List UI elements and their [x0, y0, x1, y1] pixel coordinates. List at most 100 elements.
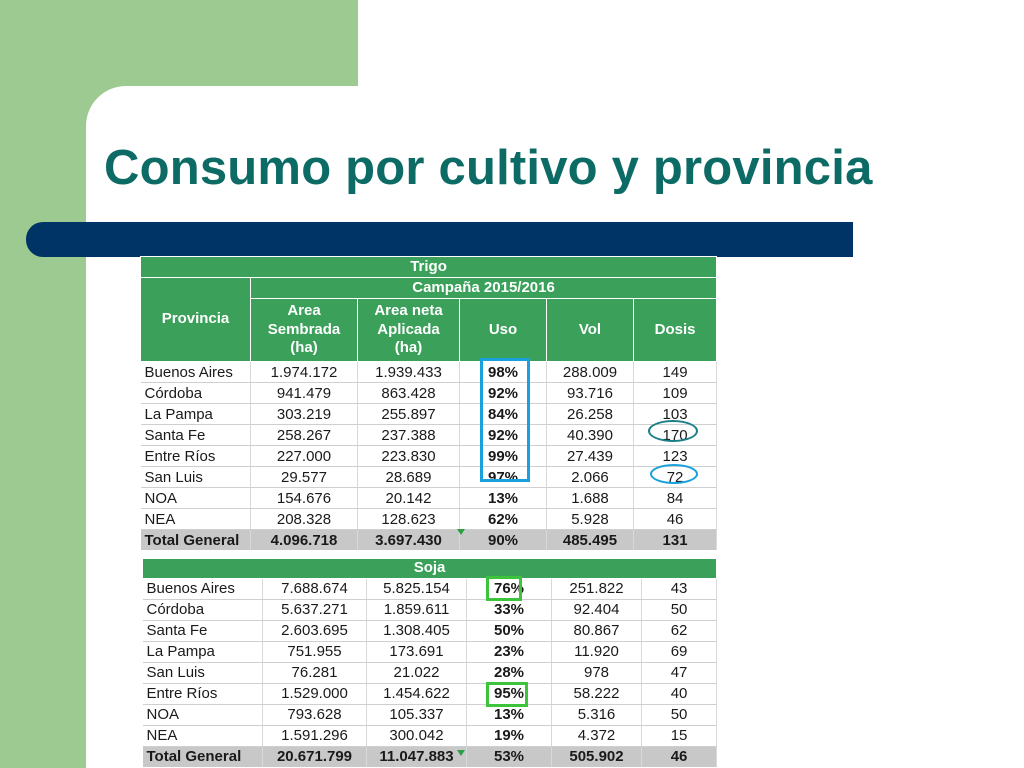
soja-uso-highlight-box-buenos-aires	[486, 576, 522, 601]
table-row: San Luis 76.281 21.022 28% 978 47	[142, 662, 718, 684]
table-cell: 223.830	[357, 445, 460, 467]
table-cell: 69	[641, 641, 718, 663]
table-row: Buenos Aires 7.688.674 5.825.154 76% 251.822…	[142, 578, 718, 600]
table-cell: 90%	[459, 529, 547, 550]
table-cell: 978	[551, 662, 642, 684]
table-cell: Total General	[142, 746, 263, 767]
trigo-title: Trigo	[139, 256, 718, 278]
table-cell: 29.577	[250, 466, 358, 488]
table-cell: 15	[641, 725, 718, 747]
table-cell: 20.671.799	[262, 746, 367, 767]
table-row: La Pampa 303.219 255.897 84% 26.258 103	[140, 403, 718, 425]
table-cell: 46	[641, 746, 718, 767]
table-cell: 62%	[459, 508, 547, 530]
trigo-campaign-header: Campaña 2015/2016	[249, 277, 718, 299]
table-cell: 28%	[466, 662, 552, 684]
title-divider-bar	[26, 222, 853, 257]
table-cell: 103	[633, 403, 718, 425]
table-row: NOA 793.628 105.337 13% 5.316 50	[142, 704, 718, 726]
trigo-dosis-highlight-oval-san-luis	[650, 464, 698, 484]
table-cell: NOA	[142, 704, 263, 726]
table-cell: La Pampa	[142, 641, 263, 663]
table-row: Entre Ríos 227.000 223.830 99% 27.439 123	[140, 445, 718, 467]
table-cell: 1.939.433	[357, 361, 460, 383]
table-cell: 11.920	[551, 641, 642, 663]
trigo-header-provincia: Provincia	[140, 277, 251, 362]
table-cell: 793.628	[262, 704, 367, 726]
table-cell: 258.267	[250, 424, 358, 446]
table-row: Buenos Aires 1.974.172 1.939.433 98% 288.009…	[140, 361, 718, 383]
table-cell: 62	[641, 620, 718, 642]
table-cell: 40.390	[546, 424, 634, 446]
table-cell: 105.337	[366, 704, 467, 726]
table-cell: 5.316	[551, 704, 642, 726]
table-cell: 154.676	[250, 487, 358, 509]
table-cell: 1.859.611	[366, 599, 467, 621]
table-cell: 13%	[466, 704, 552, 726]
table-cell: 131	[633, 529, 718, 550]
soja-total-row: Total General 20.671.799 11.047.883 53% 505.…	[142, 746, 718, 767]
table-cell: 2.066	[546, 466, 634, 488]
trigo-uso-highlight-box	[480, 358, 530, 482]
table-cell: 941.479	[250, 382, 358, 404]
table-cell: 84	[633, 487, 718, 509]
table-cell: 1.591.296	[262, 725, 367, 747]
table-cell: Total General	[140, 529, 251, 550]
table-cell: 21.022	[366, 662, 467, 684]
table-cell: 93.716	[546, 382, 634, 404]
table-cell: 53%	[466, 746, 552, 767]
table-cell: 50%	[466, 620, 552, 642]
table-cell: 288.009	[546, 361, 634, 383]
table-cell: NEA	[140, 508, 251, 530]
table-cell: 109	[633, 382, 718, 404]
trigo-header-vol: Vol	[546, 298, 634, 362]
table-cell: 5.825.154	[366, 578, 467, 600]
table-cell: 50	[641, 599, 718, 621]
trigo-header-dosis: Dosis	[632, 298, 718, 362]
table-cell: 5.928	[546, 508, 634, 530]
table-row: Córdoba 941.479 863.428 92% 93.716 109	[140, 382, 718, 404]
table-cell: 1.974.172	[250, 361, 358, 383]
table-cell: San Luis	[140, 466, 251, 488]
table-cell: 1.454.622	[366, 683, 467, 705]
slide-title: Consumo por cultivo y provincia	[104, 141, 873, 195]
table-cell: 23%	[466, 641, 552, 663]
table-cell: 27.439	[546, 445, 634, 467]
trigo-dosis-highlight-oval-santa-fe	[648, 420, 698, 442]
table-cell: 123	[633, 445, 718, 467]
table-cell: 255.897	[357, 403, 460, 425]
table-cell: 1.308.405	[366, 620, 467, 642]
table-cell: 863.428	[357, 382, 460, 404]
table-cell: 149	[633, 361, 718, 383]
table-cell: 76.281	[262, 662, 367, 684]
table-cell: 13%	[459, 487, 547, 509]
table-cell: Santa Fe	[142, 620, 263, 642]
table-row: NEA 1.591.296 300.042 19% 4.372 15	[142, 725, 718, 747]
table-row: NEA 208.328 128.623 62% 5.928 46	[140, 508, 718, 530]
table-row: Santa Fe 258.267 237.388 92% 40.390 170	[140, 424, 718, 446]
table-cell: 1.688	[546, 487, 634, 509]
table-cell: San Luis	[142, 662, 263, 684]
table-cell: 7.688.674	[262, 578, 367, 600]
trigo-table: Trigo Provincia Campaña 2015/2016 Area S…	[139, 256, 718, 550]
table-cell: 5.637.271	[262, 599, 367, 621]
table-cell: Entre Ríos	[142, 683, 263, 705]
table-cell: 208.328	[250, 508, 358, 530]
trigo-header-uso: Uso	[459, 298, 547, 362]
table-cell: Buenos Aires	[140, 361, 251, 383]
soja-table: Soja Buenos Aires 7.688.674 5.825.154 76% 25…	[141, 558, 718, 767]
table-row: NOA 154.676 20.142 13% 1.688 84	[140, 487, 718, 509]
table-cell: 251.822	[551, 578, 642, 600]
table-cell: NOA	[140, 487, 251, 509]
table-cell: 505.902	[551, 746, 642, 767]
table-row: La Pampa 751.955 173.691 23% 11.920 69	[142, 641, 718, 663]
table-cell: 128.623	[357, 508, 460, 530]
table-cell: 92.404	[551, 599, 642, 621]
table-row: Córdoba 5.637.271 1.859.611 33% 92.404 50	[142, 599, 718, 621]
table-cell: 237.388	[357, 424, 460, 446]
table-cell: 28.689	[357, 466, 460, 488]
table-cell: 3.697.430	[357, 529, 460, 550]
green-tick-mark	[457, 529, 465, 535]
table-cell: 20.142	[357, 487, 460, 509]
